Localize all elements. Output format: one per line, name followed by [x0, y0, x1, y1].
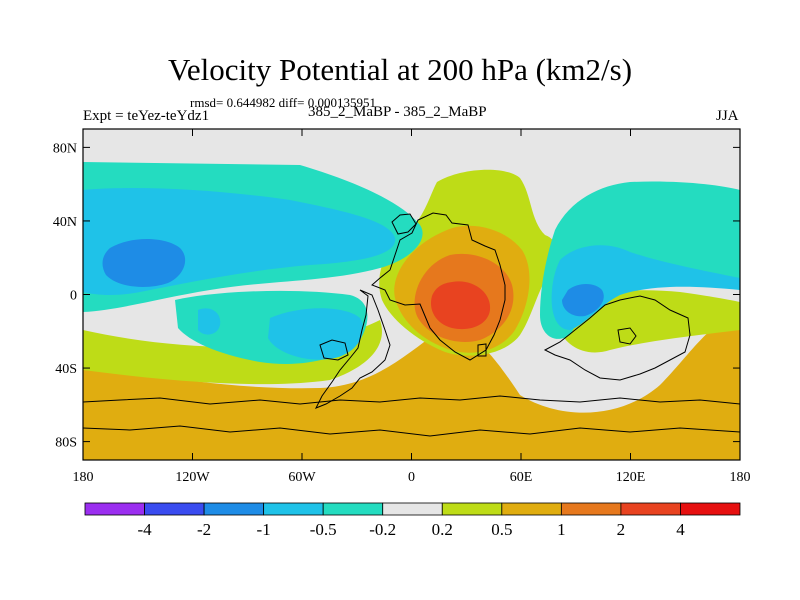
colorbar-label: -2	[197, 520, 211, 539]
coastline-asia-australia	[543, 295, 691, 381]
x-tick-label: 120W	[175, 470, 210, 485]
season-label: JJA	[716, 108, 739, 124]
colorbar-swatch	[263, 502, 324, 516]
x-tick-label: 120E	[616, 470, 646, 485]
comparison-label: 385_2_MaBP - 385_2_MaBP	[308, 104, 487, 120]
colorbar-swatch	[144, 502, 205, 516]
colorbar-swatch	[84, 502, 145, 516]
coastline-antarctica	[83, 395, 740, 405]
coastlines	[83, 212, 740, 437]
colorbar-swatch	[501, 502, 562, 516]
colorbar-label: 4	[676, 520, 685, 539]
colorbar-label: 2	[617, 520, 626, 539]
x-tick-label: 180	[73, 470, 94, 485]
chart-title: Velocity Potential at 200 hPa (km2/s)	[167, 52, 633, 87]
colorbar-label: 1	[557, 520, 566, 539]
colorbar-swatch	[560, 502, 622, 516]
y-tick-label: 80N	[53, 141, 77, 156]
fill-indian-green	[560, 290, 740, 353]
fill-south-orange	[83, 315, 740, 460]
colorbar-swatch	[203, 502, 265, 516]
colorbar-label: 0.2	[432, 520, 453, 539]
colorbar-label: 0.5	[491, 520, 512, 539]
x-tick-label: 60E	[510, 470, 533, 485]
colorbar-label: -4	[137, 520, 152, 539]
contour-fills	[83, 129, 740, 460]
coastline-southern-ice	[83, 425, 740, 437]
fill-spacific-cyan	[268, 308, 363, 360]
coastline-islands	[319, 327, 637, 361]
y-axis: 80N 40N 0 40S 80S	[53, 141, 740, 451]
stats-label: rmsd= 0.644982 diff= 0.000135951	[190, 95, 376, 110]
coastline-greenland	[391, 213, 417, 235]
y-tick-label: 40S	[55, 362, 77, 377]
y-tick-label: 0	[70, 289, 77, 304]
x-tick-label: 0	[408, 470, 415, 485]
experiment-label: Expt = teYez-teYdz1	[83, 108, 210, 124]
fill-spacific-cyan-small	[198, 308, 221, 335]
colorbar-label: -0.2	[369, 520, 396, 539]
colorbar-label: -1	[257, 520, 271, 539]
coastline-africa-europe	[371, 212, 506, 361]
x-tick-label: 60W	[288, 470, 316, 485]
colorbar-label: -0.5	[310, 520, 337, 539]
colorbar: -4 -2 -1 -0.5 -0.2 0.2 0.5 1 2 4	[84, 502, 741, 539]
fill-wpacific-cyan	[551, 245, 740, 330]
fill-wpacific-blue	[562, 284, 604, 317]
colorbar-swatch	[620, 502, 681, 516]
y-tick-label: 40N	[53, 215, 77, 230]
colorbar-swatch	[680, 502, 741, 516]
y-tick-label: 80S	[55, 436, 77, 451]
x-axis: 180 120W 60W 0 60E 120E 180	[73, 129, 751, 485]
colorbar-swatch	[382, 502, 443, 516]
fill-npacific-blue	[102, 239, 186, 287]
coastline-americas	[314, 289, 391, 409]
x-tick-label: 180	[730, 470, 751, 485]
fill-africa-red	[430, 281, 491, 330]
colorbar-swatch	[322, 502, 384, 516]
colorbar-swatch	[441, 502, 503, 516]
